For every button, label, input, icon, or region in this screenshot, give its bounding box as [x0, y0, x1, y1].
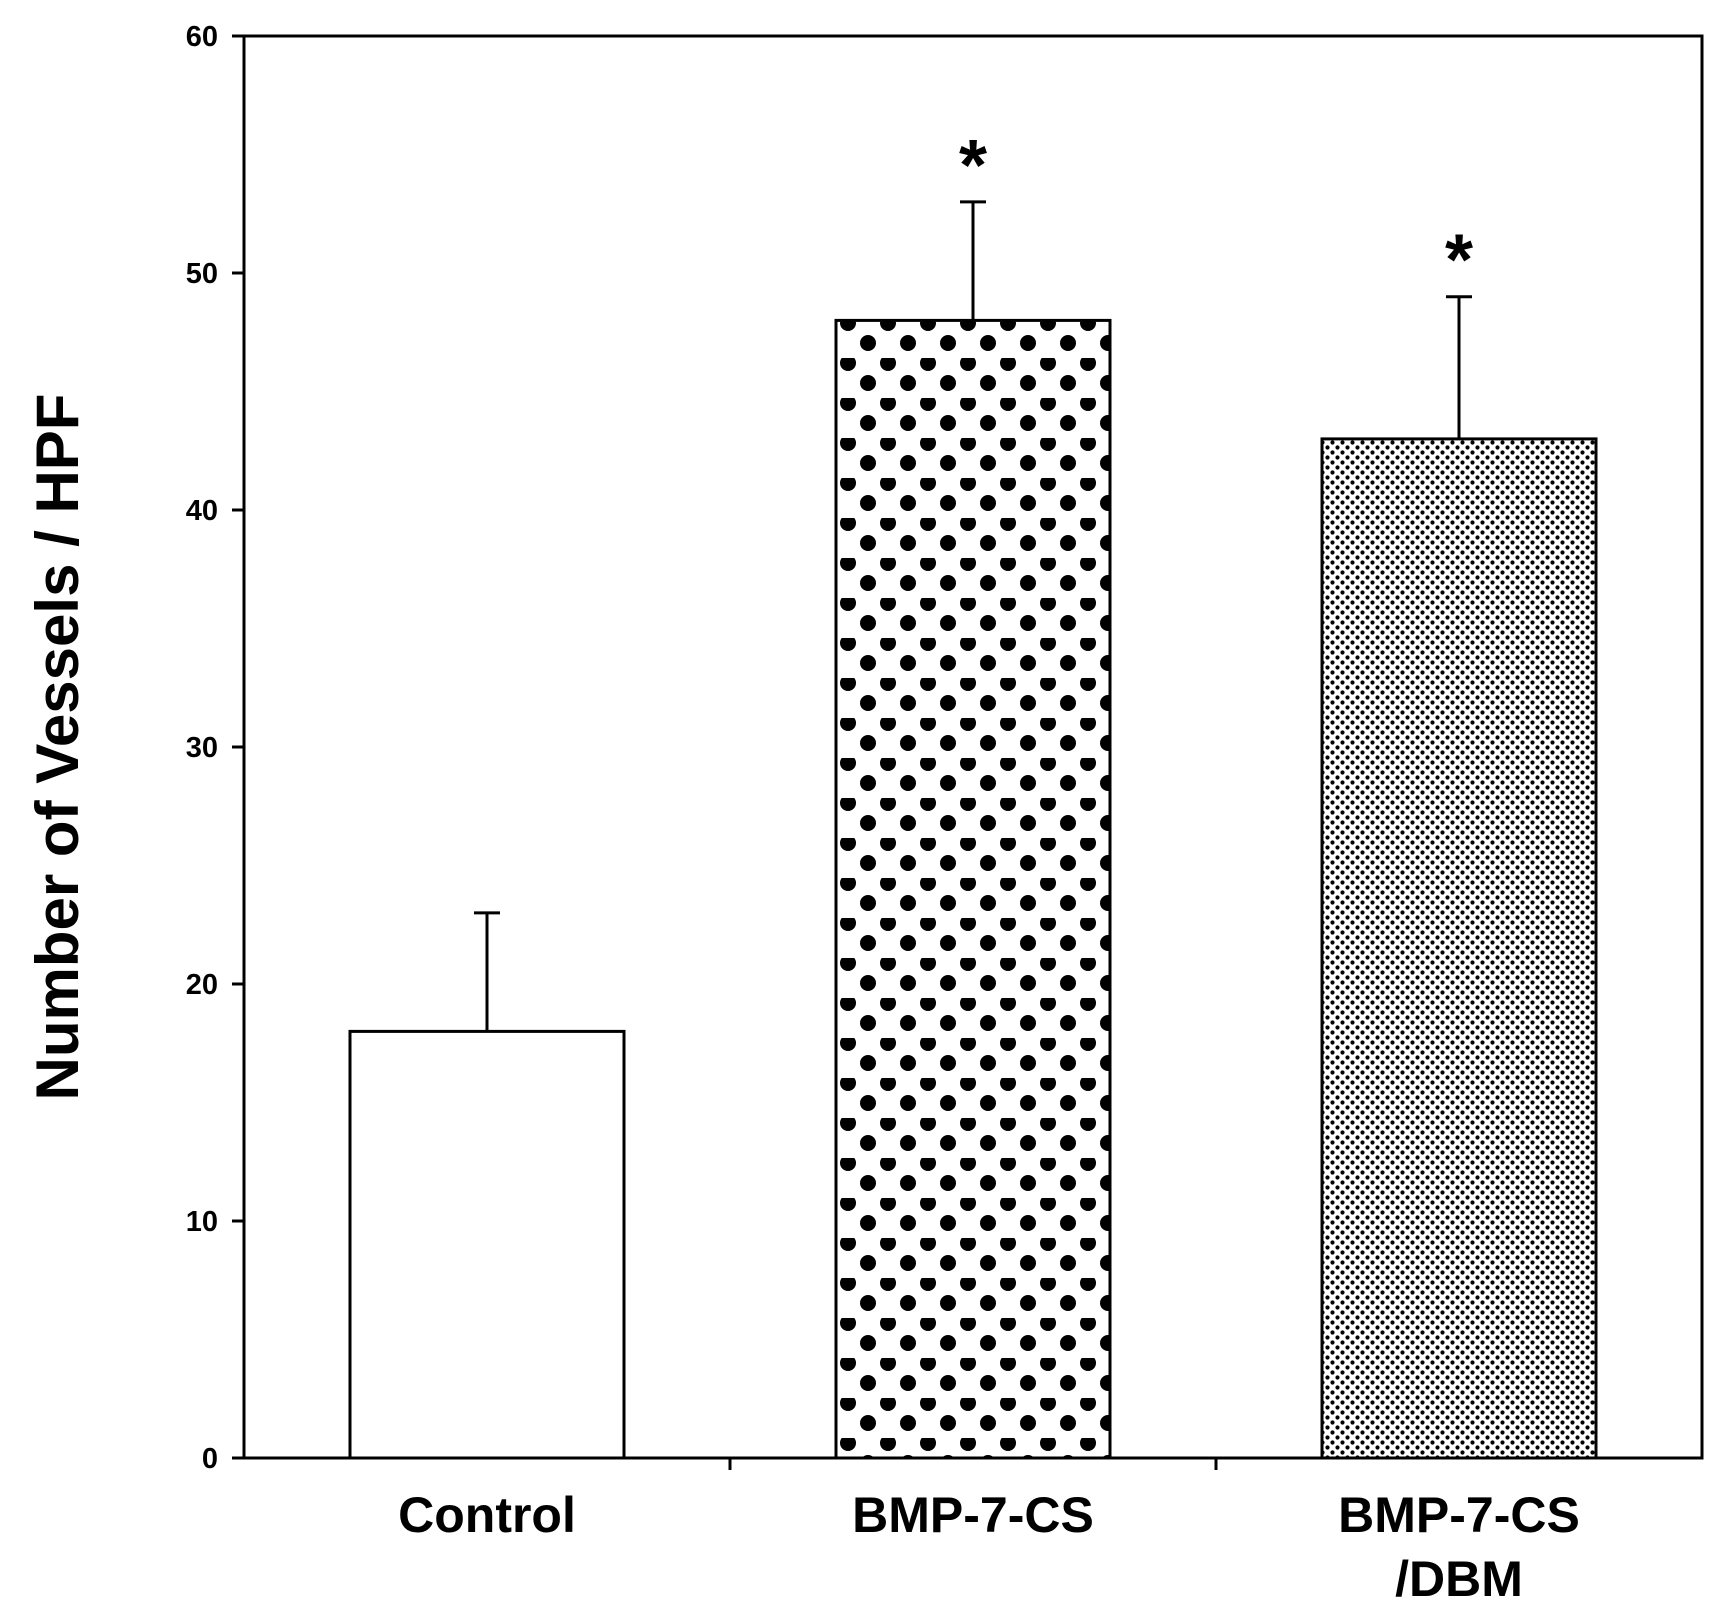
significance-asterisk: *	[959, 126, 987, 206]
y-axis-title: Number of Vessels / HPF	[24, 394, 91, 1101]
x-category-label: BMP-7-CS	[1338, 1487, 1580, 1543]
bar-1	[348, 1029, 626, 1460]
y-tick-label: 50	[186, 258, 218, 290]
x-category-label: /DBM	[1395, 1551, 1523, 1607]
y-tick-label: 20	[186, 969, 218, 1001]
y-tick-label: 40	[186, 495, 218, 527]
bar-2	[834, 318, 1112, 1460]
y-tick-label: 0	[202, 1443, 218, 1475]
plot-area: 0 10 20 30 40 50 60 Control * BMP-7-CS * BMP-7-CS/D…	[24, 21, 1704, 1607]
x-category-label: BMP-7-CS	[852, 1487, 1094, 1543]
significance-asterisk: *	[1445, 221, 1473, 301]
y-tick-label: 30	[186, 732, 218, 764]
y-tick-label: 60	[186, 21, 218, 53]
x-category-label: Control	[398, 1487, 576, 1543]
bar-3	[1320, 437, 1598, 1460]
y-tick-label: 10	[186, 1206, 218, 1238]
